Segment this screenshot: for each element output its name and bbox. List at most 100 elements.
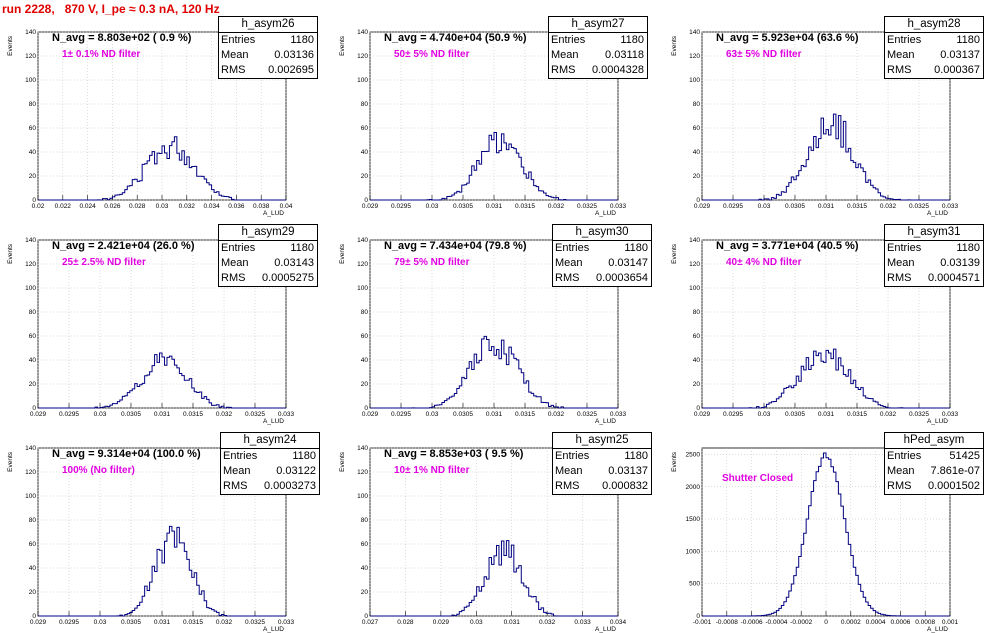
histogram-name: h_asym25	[553, 433, 651, 449]
stats-row-entries: Entries 1180	[553, 449, 651, 464]
stats-box: h_asym24 Entries 1180 Mean 0.03122 RMS 0.00032…	[220, 432, 320, 495]
y-axis-label: Events	[339, 243, 346, 264]
x-axis-label: A_LUD	[927, 418, 948, 425]
x-tick-label: 0.032	[880, 411, 897, 418]
x-tick-label: 0.04	[280, 203, 293, 210]
x-tick-label: 0.032	[216, 411, 233, 418]
histogram-panel-h_asym28: 0.029 0.0295 0.03 0.0305 0.031 0.0315 0.032 0.0…	[664, 12, 996, 217]
stats-value: 0.000367	[934, 64, 980, 76]
stats-row-rms: RMS 0.0001502	[885, 479, 983, 494]
histogram-name: h_asym31	[885, 225, 983, 241]
histogram-series	[38, 525, 286, 617]
x-tick-label: 0.032	[548, 203, 565, 210]
stats-row-mean: Mean 0.03143	[219, 256, 317, 271]
x-tick-label: 0.0315	[183, 411, 203, 418]
y-axis-label: Events	[7, 243, 14, 264]
y-tick-label: 0	[364, 613, 368, 620]
x-tick-label: 0.036	[228, 203, 245, 210]
y-tick-label: 60	[29, 125, 37, 132]
y-tick-label: 60	[693, 333, 701, 340]
x-tick-label: 0.0295	[391, 411, 411, 418]
x-tick-label: 0.029	[694, 411, 711, 418]
histogram-panel-h_asym30: 0.029 0.0295 0.03 0.0305 0.031 0.0315 0.032 0.0…	[332, 220, 664, 425]
filter-label: Shutter Closed	[722, 473, 794, 484]
y-tick-label: 40	[361, 565, 369, 572]
stats-label: Mean	[555, 257, 583, 269]
stats-row-mean: Mean 0.03136	[219, 48, 317, 63]
x-tick-label: 0.0325	[577, 203, 597, 210]
x-tick-label: 0.0295	[59, 619, 79, 626]
page-title: run 2228, 870 V, I_pe ≈ 0.3 nA, 120 Hz	[2, 2, 220, 16]
stats-value: 1180	[624, 242, 648, 254]
y-tick-label: 80	[361, 309, 369, 316]
histogram-name: h_asym27	[549, 17, 647, 33]
x-tick-label: -0.0008	[716, 619, 738, 626]
stats-row-mean: Mean 0.03118	[549, 48, 647, 63]
y-tick-label: 20	[361, 381, 369, 388]
y-tick-label: 80	[29, 517, 37, 524]
y-tick-label: 60	[29, 333, 37, 340]
stats-row-rms: RMS 0.000832	[553, 479, 651, 494]
x-tick-label: 0.0295	[723, 203, 743, 210]
x-tick-label: 0.033	[942, 203, 959, 210]
stats-value: 0.0005275	[262, 272, 314, 284]
filter-label: 40± 4% ND filter	[726, 257, 802, 268]
y-tick-label: 20	[29, 381, 37, 388]
x-axis-label: A_LUD	[595, 626, 616, 633]
x-tick-label: 0.033	[610, 411, 627, 418]
navg-label: N_avg = 9.314e+04 (100.0 %)	[52, 448, 201, 460]
x-tick-label: 0.0004	[866, 619, 886, 626]
histogram-plot: 0.029 0.0295 0.03 0.0305 0.031 0.0315 0.032 0.0…	[339, 29, 627, 217]
stats-box: h_asym28 Entries 1180 Mean 0.03137 RMS 0.00036…	[884, 16, 984, 79]
x-axis-label: A_LUD	[263, 626, 284, 633]
stats-label: Mean	[887, 257, 915, 269]
filter-label: 50± 5% ND filter	[394, 49, 470, 60]
x-tick-label: 0.031	[818, 411, 835, 418]
y-tick-label: 40	[361, 357, 369, 364]
x-axis-label: A_LUD	[263, 210, 284, 217]
stats-row-mean: Mean 0.03137	[553, 464, 651, 479]
stats-value: 1180	[290, 34, 314, 46]
x-tick-label: 0.026	[104, 203, 121, 210]
x-axis-label: A_LUD	[595, 210, 616, 217]
stats-box: h_asym31 Entries 1180 Mean 0.03139 RMS 0.00045…	[884, 224, 984, 287]
stats-value: 0.0001502	[928, 480, 980, 492]
stats-label: RMS	[551, 64, 576, 76]
x-tick-label: 0.034	[610, 619, 627, 626]
y-tick-label: 140	[357, 29, 368, 36]
y-tick-label: 120	[689, 261, 700, 268]
x-tick-label: 0.02	[32, 203, 45, 210]
y-tick-label: 100	[357, 493, 368, 500]
stats-row-entries: Entries 1180	[885, 33, 983, 48]
x-tick-label: -0.001	[693, 619, 712, 626]
stats-row-mean: Mean 0.03137	[885, 48, 983, 63]
stats-label: Mean	[551, 49, 579, 61]
stats-value: 0.03137	[940, 49, 980, 61]
x-tick-label: 0.0315	[515, 203, 535, 210]
stats-value: 1180	[624, 450, 648, 462]
x-tick-label: -0.0006	[741, 619, 763, 626]
navg-label: N_avg = 2.421e+04 (26.0 %)	[52, 240, 195, 252]
stats-row-rms: RMS 0.0003273	[221, 479, 319, 494]
x-tick-label: 0.0325	[245, 619, 265, 626]
y-tick-label: 0	[32, 197, 36, 204]
y-tick-label: 0	[696, 405, 700, 412]
y-tick-label: 0	[364, 197, 368, 204]
x-tick-label: 0.0315	[847, 411, 867, 418]
y-tick-label: 40	[29, 149, 37, 156]
y-axis-label: Events	[671, 451, 678, 472]
histogram-name: h_asym28	[885, 17, 983, 33]
x-tick-label: 0.032	[216, 619, 233, 626]
stats-value: 0.002695	[268, 64, 314, 76]
x-axis-label: A_LUD	[927, 626, 948, 633]
stats-row-rms: RMS 0.0003654	[553, 271, 651, 286]
x-tick-label: 0.031	[486, 203, 503, 210]
histogram-plot: 0.029 0.0295 0.03 0.0305 0.031 0.0315 0.032 0.0…	[339, 237, 627, 425]
x-tick-label: 0	[824, 619, 828, 626]
x-tick-label: 0.033	[574, 619, 591, 626]
stats-row-mean: Mean 0.03122	[221, 464, 319, 479]
y-axis-label: Events	[339, 35, 346, 56]
x-tick-label: 0.03	[758, 411, 771, 418]
stats-label: RMS	[223, 480, 248, 492]
stats-box: h_asym26 Entries 1180 Mean 0.03136 RMS 0.00269…	[218, 16, 318, 79]
